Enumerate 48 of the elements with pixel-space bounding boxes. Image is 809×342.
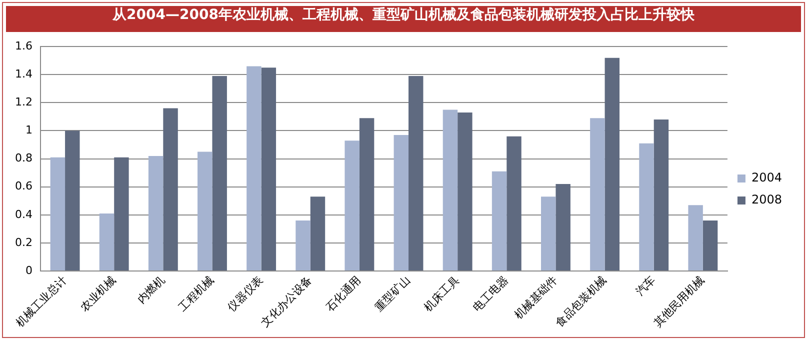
bar bbox=[639, 143, 654, 270]
y-tick-label: 0.8 bbox=[14, 152, 32, 165]
x-tick-label: 农业机械 bbox=[78, 274, 118, 314]
bar bbox=[310, 196, 326, 270]
bar bbox=[394, 134, 409, 270]
bar bbox=[590, 118, 605, 270]
bar bbox=[604, 58, 620, 270]
x-tick-label: 工程机械 bbox=[176, 274, 216, 314]
bar bbox=[99, 213, 114, 270]
bar bbox=[408, 76, 424, 270]
bar bbox=[114, 157, 129, 270]
y-tick-label: 1.2 bbox=[14, 96, 32, 109]
x-tick-label: 重型矿山 bbox=[372, 274, 413, 314]
bar bbox=[702, 220, 718, 270]
bar bbox=[50, 157, 66, 270]
bar bbox=[492, 171, 507, 270]
bar bbox=[458, 112, 472, 270]
bar bbox=[296, 220, 310, 270]
y-tick-label: 0.6 bbox=[14, 180, 32, 193]
x-tick-label: 仪器仪表 bbox=[225, 274, 266, 314]
bar bbox=[163, 108, 178, 270]
x-tick-label: 机床工具 bbox=[421, 274, 462, 314]
legend-label: 2008 bbox=[751, 192, 782, 207]
bar bbox=[261, 68, 276, 270]
bar bbox=[688, 205, 703, 270]
bar bbox=[654, 120, 669, 270]
bar bbox=[198, 152, 212, 270]
bar bbox=[212, 76, 227, 270]
bar bbox=[442, 110, 458, 270]
bar bbox=[148, 156, 164, 270]
bar bbox=[246, 66, 262, 270]
bar bbox=[65, 130, 80, 270]
y-tick-label: 1 bbox=[25, 124, 32, 137]
x-tick-label: 内燃机 bbox=[134, 274, 168, 306]
bar bbox=[359, 118, 374, 270]
y-tick-label: 0.2 bbox=[14, 236, 32, 249]
x-tick-label: 电工电器 bbox=[470, 274, 511, 314]
chart-title: 从2004—2008年农业机械、工程机械、重型矿山机械及食品包装机械研发投入占比上升较快 bbox=[6, 6, 801, 32]
bar bbox=[541, 196, 556, 270]
x-tick-label: 石化通用 bbox=[323, 274, 364, 314]
x-tick-label: 汽车 bbox=[633, 274, 658, 298]
legend-label: 2004 bbox=[751, 170, 782, 185]
bar bbox=[344, 140, 360, 270]
bar bbox=[506, 136, 522, 270]
y-tick-label: 1.6 bbox=[14, 39, 32, 52]
y-tick-label: 1.4 bbox=[14, 68, 32, 81]
y-tick-label: 0.4 bbox=[14, 208, 32, 221]
bar bbox=[556, 184, 570, 270]
